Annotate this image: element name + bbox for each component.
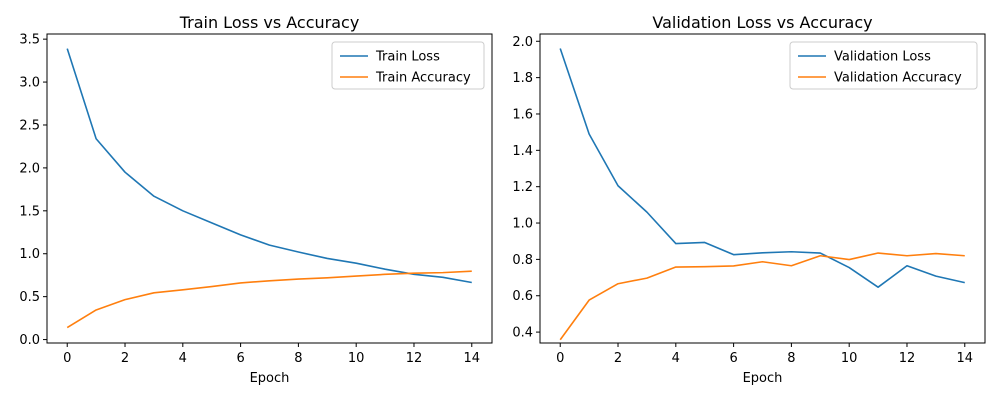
x-tick-label: 10 [348, 351, 365, 366]
legend-label: Validation Accuracy [834, 71, 962, 86]
series-line-train-loss [66, 48, 472, 284]
legend-label: Validation Loss [834, 50, 931, 65]
x-tick-label: 2 [614, 351, 622, 366]
series-line-validation-loss [559, 48, 965, 289]
y-tick-label: 0.8 [512, 253, 533, 268]
series-line-validation-accuracy [559, 252, 965, 341]
y-tick-label: 1.0 [512, 217, 533, 232]
y-tick-label: 3.0 [19, 76, 40, 91]
x-tick-label: 2 [121, 351, 129, 366]
plot-frame [46, 33, 493, 344]
legend: Train Loss Train Accuracy [331, 41, 485, 90]
x-tick-label: 0 [556, 351, 564, 366]
y-tick-label: 1.0 [19, 247, 40, 262]
x-tick-label: 6 [236, 351, 244, 366]
validation-loss-accuracy-chart: Validation Loss vs Accuracy 0 2 4 6 8 10 12 14 0.… [512, 13, 986, 386]
plot-frame [539, 33, 986, 344]
chart-title: Train Loss vs Accuracy [179, 13, 360, 32]
y-tick-label: 2.5 [19, 118, 40, 133]
y-tick-label: 1.4 [512, 144, 533, 159]
y-tick-label: 1.6 [512, 107, 533, 122]
y-tick-label: 2.0 [19, 161, 40, 176]
x-tick-label: 10 [841, 351, 858, 366]
y-tick-label: 1.5 [19, 204, 40, 219]
legend: Validation Loss Validation Accuracy [789, 41, 978, 90]
y-tick-label: 0.0 [19, 333, 40, 348]
x-axis-title: Epoch [743, 371, 783, 386]
y-tick-label: 0.6 [512, 289, 533, 304]
y-tick-label: 1.8 [512, 71, 533, 86]
x-tick-label: 14 [463, 351, 480, 366]
x-tick-label: 8 [294, 351, 302, 366]
x-tick-label: 12 [406, 351, 423, 366]
x-tick-label: 8 [787, 351, 795, 366]
y-tick-label: 3.5 [19, 33, 40, 48]
x-tick-label: 12 [899, 351, 916, 366]
series-line-train-accuracy [66, 270, 472, 329]
y-tick-label: 2.0 [512, 35, 533, 50]
legend-box [789, 41, 978, 90]
y-tick-label: 0.4 [512, 326, 533, 341]
chart-title: Validation Loss vs Accuracy [652, 13, 872, 32]
train-loss-accuracy-chart: Train Loss vs Accuracy 0 2 4 6 8 10 12 14 0.0 0.5 1… [19, 13, 493, 386]
x-tick-label: 0 [63, 351, 71, 366]
legend-label: Train Accuracy [375, 71, 471, 86]
y-tick-label: 0.5 [19, 290, 40, 305]
legend-box [331, 41, 485, 90]
y-tick-label: 1.2 [512, 180, 533, 195]
x-tick-label: 4 [672, 351, 680, 366]
x-tick-label: 4 [179, 351, 187, 366]
x-tick-label: 6 [729, 351, 737, 366]
x-tick-label: 14 [956, 351, 973, 366]
legend-label: Train Loss [375, 50, 440, 65]
x-axis-title: Epoch [250, 371, 290, 386]
